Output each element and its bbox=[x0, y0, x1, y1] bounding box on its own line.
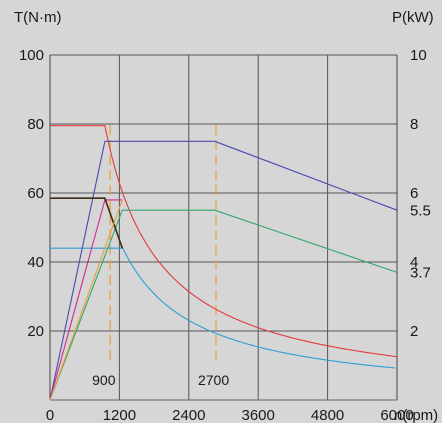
plot-area bbox=[50, 55, 397, 400]
left-axis-label: T(N·m) bbox=[14, 9, 61, 26]
annotation-label: 2700 bbox=[198, 372, 229, 388]
x-tick-label: 3600 bbox=[242, 407, 275, 423]
left-tick-label: 20 bbox=[27, 323, 44, 340]
series-lines bbox=[49, 125, 398, 401]
series-line bbox=[50, 197, 124, 249]
x-axis-label: n(rpm) bbox=[394, 407, 438, 423]
right-axis-label: P(kW) bbox=[392, 9, 434, 26]
series-line bbox=[49, 140, 398, 401]
series-line bbox=[49, 199, 123, 401]
right-tick-label: 5.5 bbox=[410, 202, 431, 219]
series-line bbox=[50, 246, 396, 369]
right-tick-label: 6 bbox=[410, 185, 418, 202]
x-tick-label: 6000 bbox=[380, 407, 413, 423]
grid bbox=[49, 54, 398, 401]
x-tick-label: 0 bbox=[46, 407, 54, 423]
tick-labels: 20 40 60 80 100 0 1200 2400 3600 4800 6000 2 3.74 5.5… bbox=[19, 47, 431, 423]
right-tick-label: 3.7 bbox=[410, 264, 431, 281]
right-tick-label: 10 bbox=[410, 47, 427, 64]
left-tick-label: 100 bbox=[19, 47, 44, 64]
right-tick-label: 2 bbox=[410, 323, 418, 340]
annotation-label: 900 bbox=[92, 372, 116, 388]
x-tick-label: 4800 bbox=[311, 407, 344, 423]
right-tick-label: 4 bbox=[410, 254, 418, 271]
left-tick-label: 60 bbox=[27, 185, 44, 202]
left-tick-label: 40 bbox=[27, 254, 44, 271]
x-tick-label: 1200 bbox=[103, 407, 136, 423]
series-line bbox=[50, 125, 397, 358]
right-tick-label: 8 bbox=[410, 116, 418, 133]
series-line bbox=[49, 209, 398, 401]
annotation-dashes bbox=[109, 125, 217, 365]
left-tick-label: 80 bbox=[27, 116, 44, 133]
x-tick-label: 2400 bbox=[172, 407, 205, 423]
